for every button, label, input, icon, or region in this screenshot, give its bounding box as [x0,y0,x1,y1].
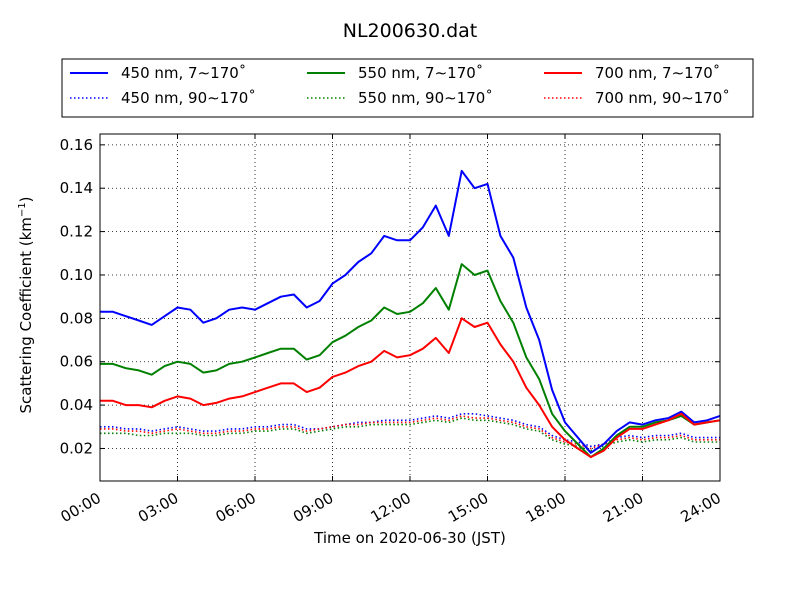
y-tick-label: 0.04 [60,396,93,414]
x-tick-label: 06:00 [213,489,259,526]
x-axis-title: Time on 2020-06-30 (JST) [313,529,506,547]
series-line-5 [100,317,721,459]
legend-frame [61,58,754,118]
y-tick-label: 0.02 [60,439,93,457]
legend-label: 450 nm, 90∼170˚ [121,89,256,107]
legend-label: 700 nm, 90∼170˚ [595,89,730,107]
series-line-4 [100,417,720,452]
axis-tick-labels: 00:00 03:00 06:00 09:00 12:00 15:00 18:00 21:00… [58,136,724,526]
x-tick-label: 00:00 [58,489,104,526]
x-tick-label: 15:00 [445,489,491,526]
legend: 450 nm, 7∼170˚ 450 nm, 90∼170˚ 550 nm, 7∼1… [61,58,754,118]
x-tick-label: 18:00 [523,489,569,526]
y-tick-label: 0.12 [60,223,93,241]
grid [100,134,720,481]
y-tick-label: 0.10 [60,266,93,284]
y-tick-label: 0.14 [60,179,93,197]
x-tick-label: 03:00 [135,489,181,526]
x-tick-label: 12:00 [368,489,414,526]
x-tick-label: 09:00 [290,489,336,526]
y-tick-label: 0.06 [60,353,93,371]
series-line-1 [100,169,721,454]
legend-label: 700 nm, 7∼170˚ [595,64,720,82]
series-layer [100,169,721,459]
series-line-6 [100,415,720,450]
y-axis-title: Scattering Coefficient (km−1) [17,196,35,413]
series-line-3 [100,263,721,459]
x-tick-label: 24:00 [678,489,724,526]
axis-ticks [99,134,721,481]
legend-label: 550 nm, 90∼170˚ [358,89,493,107]
chart-title: NL200630.dat [343,20,478,42]
legend-label: 550 nm, 7∼170˚ [358,64,483,82]
y-tick-label: 0.16 [60,136,93,154]
legend-label: 450 nm, 7∼170˚ [121,64,246,82]
x-tick-label: 21:00 [600,489,646,526]
y-tick-label: 0.08 [60,309,93,327]
